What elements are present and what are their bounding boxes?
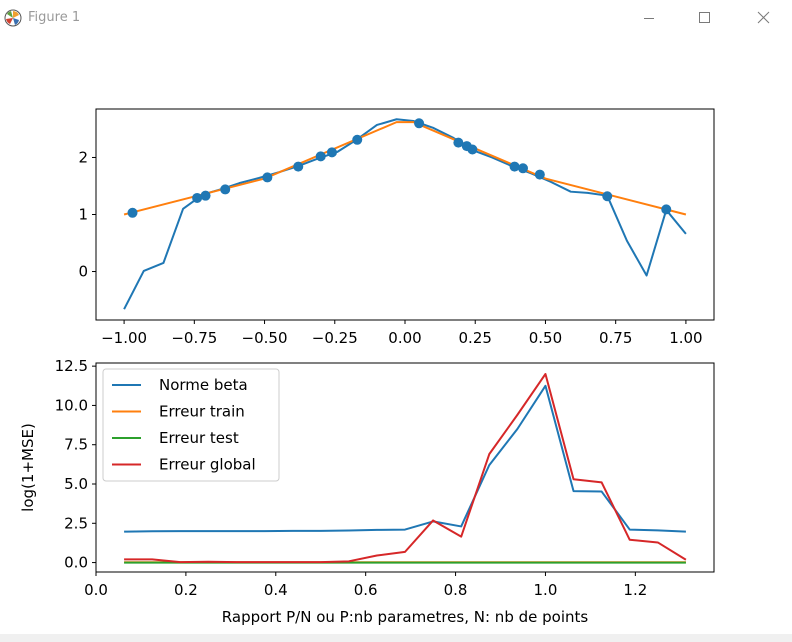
- axes2-xtick-label: 1.0: [534, 581, 558, 599]
- axes2-xtick-label: 0.0: [84, 581, 108, 599]
- matplotlib-app-icon: [4, 9, 22, 27]
- axes1-scatter-point-17: [661, 204, 672, 215]
- axes2-xtick-label: 0.6: [354, 581, 378, 599]
- axes1-xtick-label: −1.00: [101, 329, 147, 347]
- close-icon[interactable]: [740, 0, 786, 36]
- axes1-scatter-point-0: [127, 207, 138, 218]
- axes1-xtick-label: −0.50: [242, 329, 288, 347]
- axes1-ytick-label: 2: [78, 148, 88, 166]
- axes2-xlabel: Rapport P/N ou P:nb parametres, N: nb de…: [222, 608, 589, 626]
- axes2-ylabel: log(1+MSE): [19, 423, 37, 512]
- axes1-scatter-point-7: [326, 147, 337, 158]
- axes1-background: [96, 109, 714, 320]
- axes1-ytick-label: 1: [78, 206, 88, 224]
- axes2-legend-box: [102, 368, 280, 482]
- axes1-scatter-point-1: [192, 192, 203, 203]
- axes2-xtick-label: 1.2: [623, 581, 647, 599]
- axes2-xtick-label: 0.4: [264, 581, 288, 599]
- axes2-xtick-label: 0.8: [444, 581, 468, 599]
- axes2-ytick-label: 7.5: [64, 436, 88, 454]
- axes2-ytick-label: 5.0: [64, 475, 88, 493]
- axes2-series-line-norme-beta: [124, 384, 686, 533]
- axes1-xtick-label: −0.25: [312, 329, 358, 347]
- axes2-ytick-label: 10.0: [55, 396, 88, 414]
- minimize-icon[interactable]: [626, 0, 672, 36]
- axes1-scatter-point-9: [414, 118, 425, 129]
- axes1-xtick-label: −0.75: [171, 329, 217, 347]
- axes1-scatter-point-4: [262, 172, 273, 183]
- axes1-scatter-point-8: [352, 134, 363, 145]
- axes2-ytick-label: 2.5: [64, 514, 88, 532]
- axes1-ytick-label: 0: [78, 263, 88, 281]
- axes1-xtick-label: 0.25: [459, 329, 492, 347]
- axes1-xtick-label: 0.75: [599, 329, 632, 347]
- axes1-scatter-point-13: [509, 161, 520, 172]
- axes2-ytick-label: 12.5: [55, 357, 88, 375]
- axes1-scatter-point-3: [220, 184, 231, 195]
- title-bar: Figure 1: [0, 0, 792, 36]
- axes2-legend-label: Erreur global: [159, 456, 256, 474]
- axes2-xtick-label: 0.2: [174, 581, 198, 599]
- axes1-scatter-point-10: [453, 137, 464, 148]
- axes1-xtick-label: 0.50: [529, 329, 562, 347]
- axes2-series-line-erreur-global: [124, 373, 687, 564]
- axes2-legend-label: Norme beta: [159, 376, 248, 394]
- bottom-strip: [0, 634, 792, 642]
- axes1-scatter-point-6: [315, 151, 326, 162]
- axes1-xtick-label: 0.00: [388, 329, 421, 347]
- axes2-legend-label: Erreur test: [159, 429, 239, 447]
- axes1-scatter-point-15: [534, 169, 545, 180]
- axes1-scatter-point-14: [517, 163, 528, 174]
- axes1-scatter-point-16: [602, 191, 613, 202]
- axes1-scatter-point-5: [293, 161, 304, 172]
- axes1-scatter-point-2: [200, 190, 211, 201]
- maximize-icon[interactable]: [682, 0, 728, 36]
- axes2-frame: [95, 362, 715, 573]
- axes2-ytick-label: 0.0: [64, 554, 88, 572]
- axes2-legend-label: Erreur train: [159, 403, 245, 421]
- window-title: Figure 1: [28, 10, 81, 25]
- axes1-xtick-label: 1.00: [669, 329, 702, 347]
- axes1-scatter-point-12: [467, 144, 478, 155]
- axes1-series-line-1: [123, 121, 687, 216]
